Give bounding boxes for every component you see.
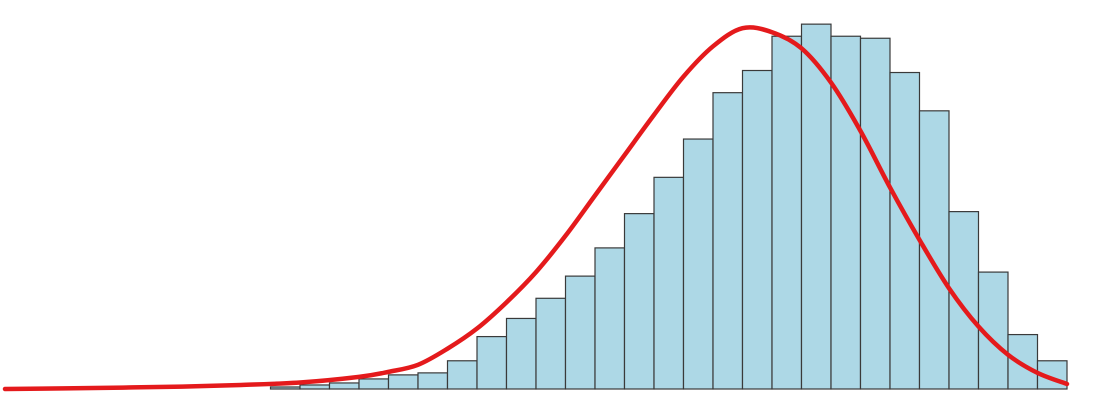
histogram-bar — [741, 69, 773, 390]
histogram-bar — [594, 247, 626, 390]
histogram-bar — [948, 211, 980, 390]
histogram-bar — [505, 317, 537, 390]
histogram-bar — [535, 297, 567, 390]
histogram-bar — [653, 176, 685, 390]
histogram-bar — [1007, 333, 1039, 390]
histogram-bar — [269, 386, 301, 390]
density-curve — [2, 25, 1070, 392]
histogram-bar — [712, 92, 744, 390]
histogram-bar — [417, 372, 449, 390]
histogram-bar — [476, 335, 508, 390]
histogram-bar — [299, 384, 331, 390]
histogram-bar — [771, 35, 803, 390]
histogram-bar — [830, 35, 862, 390]
histogram-bar — [358, 378, 390, 390]
histogram-bar — [859, 37, 891, 390]
histogram-bar — [623, 213, 655, 390]
histogram-bar — [564, 275, 596, 390]
histogram-bars — [269, 23, 1068, 390]
histogram-bar — [328, 382, 360, 390]
histogram-bar — [800, 23, 832, 390]
histogram-bar — [387, 374, 419, 390]
histogram-bar — [446, 360, 478, 390]
histogram-bar — [682, 138, 714, 390]
